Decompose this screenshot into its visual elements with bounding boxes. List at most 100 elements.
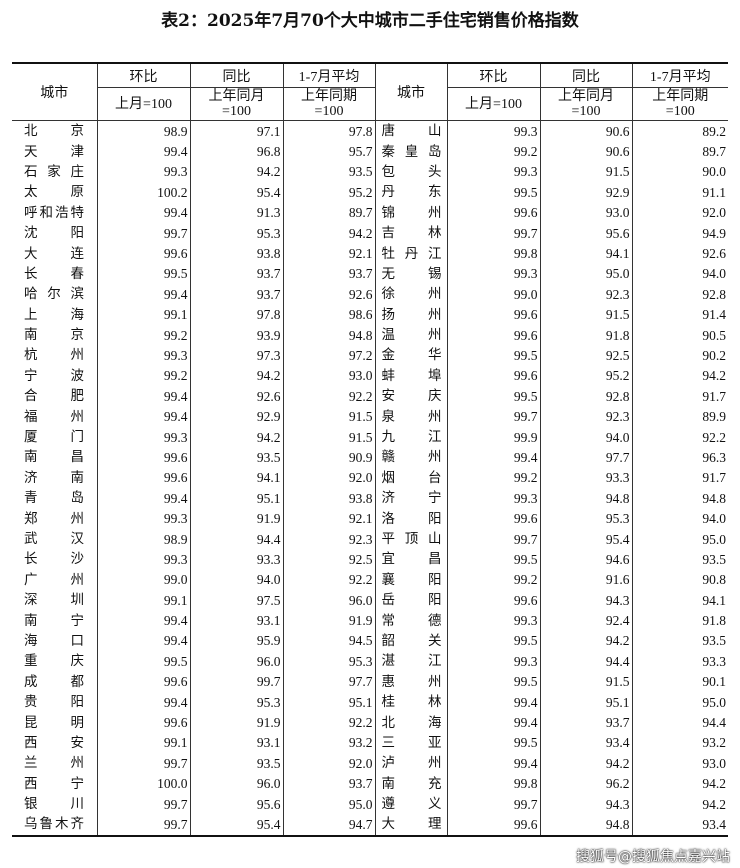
left-avg-cell: 92.6 [282, 284, 375, 305]
right-city-cell: 金华 [374, 345, 447, 366]
left-avg-cell: 96.0 [282, 589, 375, 611]
table-row: 乌鲁木齐 99.7 95.4 94.7 大理 99.6 94.8 93.4 [12, 814, 728, 836]
left-avg-cell: 95.2 [282, 182, 375, 203]
left-yoy-cell: 93.9 [189, 324, 283, 346]
left-city-cell: 乌鲁木齐 [12, 814, 97, 835]
right-avg-cell: 94.8 [631, 488, 728, 509]
city-name: 安庆 [381, 388, 442, 405]
left-yoy-cell: 93.5 [189, 447, 283, 468]
left-avg-cell: 94.7 [282, 814, 375, 836]
left-mom-cell: 99.5 [96, 263, 190, 285]
left-city-cell: 太原 [12, 182, 97, 202]
right-avg-cell: 90.1 [631, 671, 728, 692]
right-city-cell: 常德 [374, 610, 447, 631]
left-city-cell: 天津 [12, 141, 97, 161]
left-yoy-cell: 97.5 [189, 589, 283, 611]
right-mom-cell: 99.6 [446, 814, 540, 836]
left-avg-cell: 91.9 [282, 610, 375, 631]
header-mom: 环比 [96, 63, 190, 88]
left-avg-cell: 91.5 [282, 406, 375, 427]
left-city-cell: 武汉 [12, 529, 97, 549]
left-city-cell: 福州 [12, 406, 97, 426]
city-name: 长春 [24, 265, 84, 282]
right-avg-cell: 90.5 [631, 324, 728, 346]
right-city-cell: 蚌埠 [374, 365, 447, 387]
right-yoy-cell: 94.6 [539, 549, 632, 570]
left-mom-cell: 99.7 [96, 793, 190, 815]
table-row: 南宁 99.4 93.1 91.9 常德 99.3 92.4 91.8 [12, 610, 728, 631]
table-row: 呼和浩特 99.4 91.3 89.7 锦州 99.6 93.0 92.0 [12, 202, 728, 223]
header-mom-base: 上月=100 [96, 87, 190, 121]
left-city-cell: 广州 [12, 570, 97, 590]
left-yoy-cell: 97.8 [189, 304, 283, 325]
left-yoy-cell: 94.1 [189, 467, 283, 489]
left-avg-cell: 92.0 [282, 467, 375, 489]
avg-base-line1: 上年同期 [652, 89, 709, 104]
right-mom-cell: 99.4 [446, 712, 540, 733]
left-mom-cell: 99.5 [96, 651, 190, 672]
table-row: 贵阳 99.4 95.3 95.1 桂林 99.4 95.1 95.0 [12, 691, 728, 713]
right-city-cell: 无锡 [374, 263, 447, 285]
left-avg-cell: 93.8 [282, 488, 375, 509]
price-index-table: 城市 环比 同比 1-7月平均 城市 环比 同比 1-7月平均 上月=100 上… [12, 62, 728, 837]
city-name: 沈阳 [24, 225, 84, 242]
right-mom-cell: 99.3 [446, 651, 540, 672]
right-city-cell: 丹东 [374, 182, 447, 203]
city-name: 青岛 [24, 490, 84, 507]
right-mom-cell: 99.6 [446, 365, 540, 387]
left-avg-cell: 93.5 [282, 161, 375, 183]
watermark: 搜狐号@搜狐焦点嘉兴站 [576, 849, 730, 865]
left-yoy-cell: 96.8 [189, 141, 283, 162]
left-avg-cell: 90.9 [282, 447, 375, 468]
left-avg-cell: 95.3 [282, 651, 375, 672]
left-yoy-cell: 96.0 [189, 773, 283, 794]
right-yoy-cell: 95.0 [539, 263, 632, 285]
city-name: 南京 [24, 327, 84, 344]
right-mom-cell: 99.7 [446, 793, 540, 815]
header-yoy: 同比 [539, 63, 632, 88]
header-yoy-base: 上年同月 =100 [539, 87, 632, 121]
right-avg-cell: 93.0 [631, 753, 728, 774]
city-name: 西安 [24, 734, 84, 751]
table-row: 西宁 100.0 96.0 93.7 南充 99.8 96.2 94.2 [12, 773, 728, 794]
right-yoy-cell: 94.2 [539, 630, 632, 652]
left-mom-cell: 99.3 [96, 161, 190, 183]
city-name: 兰州 [24, 755, 84, 772]
city-name: 西宁 [24, 775, 84, 792]
right-avg-cell: 91.7 [631, 467, 728, 489]
left-mom-cell: 100.2 [96, 182, 190, 203]
right-yoy-cell: 94.3 [539, 793, 632, 815]
left-city-cell: 银川 [12, 794, 97, 814]
left-mom-cell: 99.7 [96, 753, 190, 774]
city-name: 温州 [381, 327, 442, 344]
table-row: 杭州 99.3 97.3 97.2 金华 99.5 92.5 90.2 [12, 345, 728, 366]
right-city-cell: 大理 [374, 814, 447, 836]
right-yoy-cell: 91.8 [539, 324, 632, 346]
header-mom-base: 上月=100 [446, 87, 540, 121]
left-yoy-cell: 92.9 [189, 406, 283, 427]
right-city-cell: 温州 [374, 324, 447, 346]
right-avg-cell: 94.0 [631, 508, 728, 529]
left-avg-cell: 95.0 [282, 793, 375, 815]
avg-base-line1: 上年同期 [301, 89, 357, 104]
right-yoy-cell: 96.2 [539, 773, 632, 794]
left-mom-cell: 99.6 [96, 447, 190, 468]
left-mom-cell: 99.1 [96, 732, 190, 754]
city-name: 南宁 [24, 612, 84, 629]
left-city-cell: 重庆 [12, 651, 97, 671]
right-avg-cell: 92.2 [631, 426, 728, 448]
city-name: 北京 [24, 123, 84, 140]
right-yoy-cell: 91.5 [539, 161, 632, 183]
city-name: 石家庄 [24, 163, 84, 180]
right-mom-cell: 99.6 [446, 508, 540, 529]
yoy-base-line2: =100 [571, 104, 601, 119]
left-city-cell: 郑州 [12, 508, 97, 528]
city-name: 乌鲁木齐 [24, 816, 84, 833]
table-title: 表2：2025年7月70个大中城市二手住宅销售价格指数 [161, 11, 579, 31]
right-avg-cell: 96.3 [631, 447, 728, 468]
left-yoy-cell: 93.7 [189, 284, 283, 305]
right-mom-cell: 99.5 [446, 182, 540, 203]
right-avg-cell: 93.2 [631, 732, 728, 754]
header-yoy-base: 上年同月 =100 [189, 87, 283, 121]
right-mom-cell: 99.5 [446, 630, 540, 652]
